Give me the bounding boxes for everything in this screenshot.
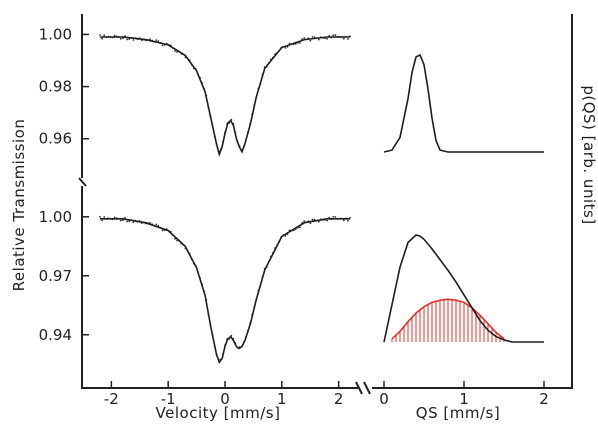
data-point: [311, 36, 314, 38]
data-point: [326, 219, 328, 222]
x-tick-label: -1: [161, 390, 176, 408]
y-tick-label: 0.94: [39, 326, 72, 344]
bottom-qs-distribution-panel: 0 1 2: [379, 234, 549, 408]
data-point: [311, 218, 314, 221]
data-point: [149, 221, 151, 224]
data-point: [299, 226, 301, 229]
data-point: [119, 219, 122, 222]
component-hatching: [391, 299, 505, 342]
data-point: [317, 220, 320, 223]
data-point: [303, 37, 306, 39]
data-point: [149, 38, 151, 41]
data-point: [103, 34, 106, 37]
data-point: [284, 235, 287, 237]
top-qs-distribution-line: [383, 53, 544, 153]
data-point: [342, 37, 345, 40]
bottom-spectrum-data-points: [99, 215, 351, 361]
data-point: [174, 50, 176, 52]
data-point: [332, 34, 335, 37]
y-tick-label: 0.98: [39, 78, 72, 96]
tick-marks: [82, 33, 545, 388]
x-tick-label: 0: [379, 390, 389, 408]
data-point: [99, 34, 101, 36]
data-point: [303, 220, 306, 223]
data-point: [342, 219, 345, 222]
data-point: [334, 216, 337, 218]
top-spectrum-fit-line: [100, 36, 350, 158]
data-point: [132, 39, 135, 41]
data-point: [332, 216, 335, 218]
data-point: [161, 44, 164, 47]
left-y-axis-title: Relative Transmission: [10, 119, 28, 292]
data-point: [334, 34, 337, 37]
x-tick-label: 2: [539, 390, 549, 408]
y-tick-label: 1.00: [39, 25, 72, 43]
top-spectrum-panel: 1.00 0.98 0.96: [39, 25, 351, 158]
bottom-spectrum-fit-line: [100, 218, 350, 365]
data-point: [326, 37, 328, 40]
y-tick-label: 0.97: [39, 267, 72, 285]
data-point: [126, 220, 128, 223]
x-tick-label: 2: [334, 390, 344, 408]
y-tick-label: 0.96: [39, 130, 72, 148]
data-point: [126, 38, 128, 41]
data-point: [99, 215, 101, 218]
qs-axis-title: QS [mm/s]: [416, 404, 500, 422]
data-point: [347, 38, 349, 40]
data-point: [309, 39, 312, 42]
data-point: [309, 222, 312, 225]
qs-component-line: [391, 298, 505, 340]
data-point: [155, 223, 158, 226]
x-tick-label: 0: [220, 390, 230, 408]
data-point: [157, 40, 160, 43]
velocity-x-tick-labels: -2 -1 0 1 2: [104, 390, 344, 408]
qs-x-tick-labels: 0 1 2: [379, 390, 549, 408]
y-tick-label: 1.00: [39, 208, 72, 226]
right-y-axis-title: p(QS) [arb. units]: [580, 85, 598, 224]
bottom-y-tick-labels: 1.00 0.97 0.94: [39, 208, 72, 344]
data-point: [119, 38, 122, 40]
data-point: [347, 219, 349, 222]
x-tick-label: 1: [459, 390, 469, 408]
data-point: [113, 216, 116, 219]
data-point: [313, 218, 316, 221]
data-point: [113, 34, 116, 37]
data-point: [284, 47, 287, 49]
data-point: [161, 229, 164, 232]
left-axis-frame: [78, 14, 358, 389]
data-point: [103, 216, 106, 218]
x-tick-label: 1: [277, 390, 287, 408]
data-point: [132, 221, 135, 224]
top-qs-distribution-panel: [383, 53, 544, 153]
data-point: [101, 37, 103, 40]
data-point: [299, 42, 301, 44]
data-point: [317, 38, 320, 41]
bottom-spectrum-panel: 1.00 0.97 0.94 -2 -1 0 1 2: [39, 208, 351, 408]
axis-break-mark: [355, 381, 371, 395]
right-axis-frame: [372, 14, 573, 389]
top-y-tick-labels: 1.00 0.98 0.96: [39, 25, 72, 147]
data-point: [101, 219, 103, 222]
data-point: [155, 39, 158, 41]
velocity-axis-title: Velocity [mm/s]: [156, 404, 281, 422]
bottom-qs-distribution-line: [383, 234, 544, 343]
x-tick-label: -2: [104, 390, 119, 408]
